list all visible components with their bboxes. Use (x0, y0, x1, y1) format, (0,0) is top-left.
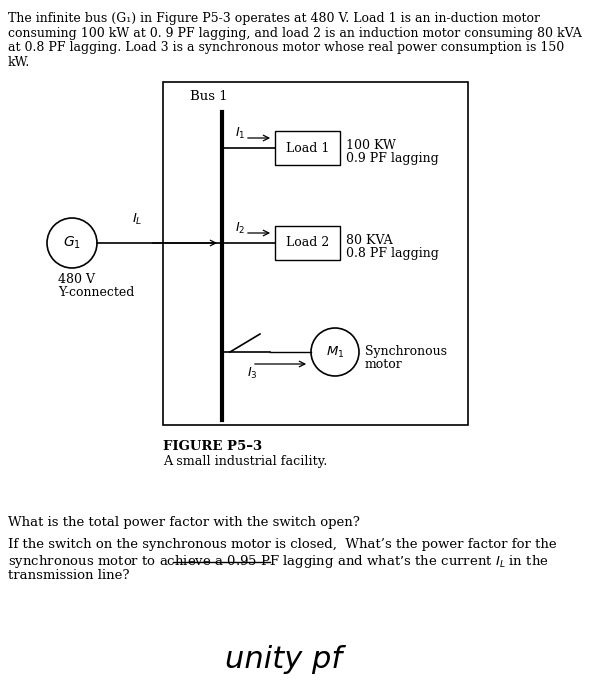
Text: Bus 1: Bus 1 (190, 90, 228, 103)
Text: 100 KW: 100 KW (346, 139, 396, 152)
Text: $G_1$: $G_1$ (63, 235, 81, 251)
Text: Load 1: Load 1 (286, 142, 329, 154)
Text: kW.: kW. (8, 56, 30, 68)
Bar (275, 226, 340, 260)
Text: 0.9 PF lagging: 0.9 PF lagging (346, 152, 439, 165)
Text: If the switch on the synchronous motor is closed,  What’s the power factor for t: If the switch on the synchronous motor i… (8, 538, 557, 551)
Text: consuming 100 kW at 0. 9 PF lagging, and load 2 is an induction motor consuming : consuming 100 kW at 0. 9 PF lagging, and… (8, 27, 582, 40)
Text: $I_2$: $I_2$ (235, 221, 245, 236)
Text: 80 KVA: 80 KVA (346, 234, 392, 247)
Text: motor: motor (365, 358, 403, 371)
Text: Y-connected: Y-connected (58, 286, 135, 299)
Text: Synchronous: Synchronous (365, 345, 447, 358)
Text: $I_L$: $I_L$ (132, 212, 142, 227)
Text: synchronous motor to achieve a 0.95 PF lagging and what’s the current $I_L$ in t: synchronous motor to achieve a 0.95 PF l… (8, 554, 549, 570)
Text: What is the total power factor with the switch open?: What is the total power factor with the … (8, 516, 360, 529)
Text: 0.8 PF lagging: 0.8 PF lagging (346, 247, 439, 260)
Text: transmission line?: transmission line? (8, 569, 129, 582)
Bar (163, 82, 468, 425)
Text: $I_1$: $I_1$ (235, 126, 245, 141)
Text: unity pf: unity pf (225, 645, 342, 674)
Bar (275, 131, 340, 165)
Text: $I_3$: $I_3$ (247, 366, 258, 381)
Text: Load 2: Load 2 (286, 237, 329, 249)
Text: The infinite bus (G₁) in Figure P5-3 operates at 480 V. Load 1 is an in-duction : The infinite bus (G₁) in Figure P5-3 ope… (8, 12, 540, 25)
Text: at 0.8 PF lagging. Load 3 is a synchronous motor whose real power consumption is: at 0.8 PF lagging. Load 3 is a synchrono… (8, 41, 564, 54)
Text: A small industrial facility.: A small industrial facility. (163, 455, 328, 468)
Text: FIGURE P5–3: FIGURE P5–3 (163, 440, 262, 453)
Text: $M_1$: $M_1$ (326, 344, 344, 359)
Text: 480 V: 480 V (58, 273, 95, 286)
